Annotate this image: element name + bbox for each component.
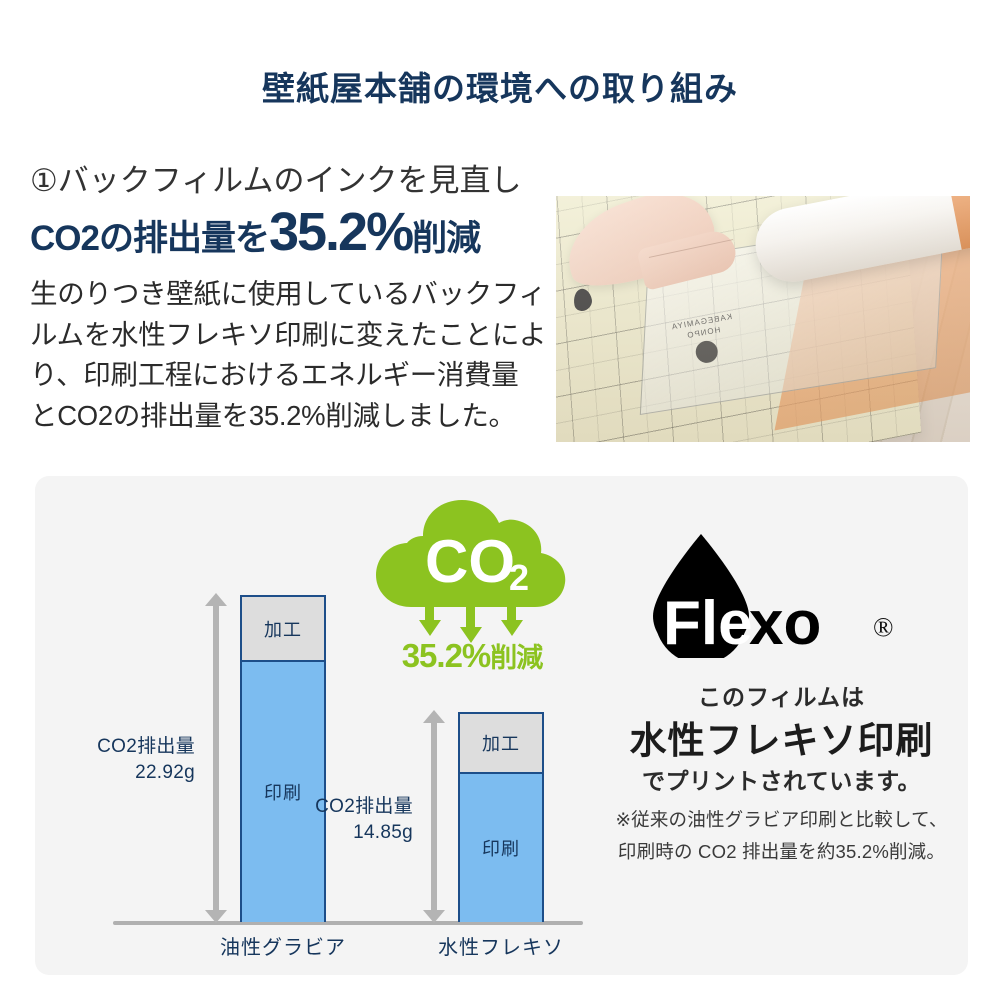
arrow-head-up-icon [423,710,445,723]
svg-text:2: 2 [509,557,529,598]
measure-label-gravure-name: CO2排出量 [97,736,195,757]
measure-arrow-gravure [205,593,227,923]
photo-light-overlay [556,196,970,442]
body-line-3: り、印刷工程におけるエネルギー消費量 [30,359,519,391]
measure-label-flexo-name: CO2排出量 [315,796,413,817]
registered-trademark-icon: ® [873,612,894,642]
x-axis-label-gravure: 油性グラビア [220,937,346,959]
cloud-down-arrows-icon [419,606,523,643]
co2-reduction-badge: CO 2 35.2%削減 [367,494,577,689]
measure-label-flexo: CO2排出量 14.85g [273,794,413,845]
body-line-1: 生のりつき壁紙に使用しているバックフィ [30,278,546,309]
reduction-percent-value: 35.2% [401,637,492,674]
measure-label-flexo-value: 14.85g [353,821,413,843]
co2-cloud-icon: CO 2 [376,500,566,643]
body-line-2: ルムを水性フレキソ印刷に変えたことによ [30,318,547,350]
bar-segment-processing: 加工 [242,597,324,662]
svg-text:xo: xo [749,589,821,658]
section-lead: ①バックフィルムのインクを見直し [30,163,522,198]
x-axis-label-flexo: 水性フレキソ [438,937,564,959]
headline-value: 35.2% [268,202,414,262]
co2-bar-chart: CO2排出量 22.92g 加工 印刷 CO2排出量 14.85g 加工 [35,476,595,975]
reduction-percent-suffix: 削減 [490,643,543,673]
bar-water-flexo: 加工 印刷 [458,712,544,922]
flexo-note-line1: ※従来の油性グラビア印刷と比較して、 [615,809,948,830]
arrow-shaft [213,603,219,913]
headline: CO2の排出量を35.2%削減 [30,205,550,259]
arrow-shaft [431,720,437,913]
measure-arrow-flexo [423,710,445,923]
flexo-droplet-logo-icon: Fle xo [653,534,821,658]
flexo-caption-line3: でプリントされています。 [641,768,921,794]
arrow-head-up-icon [205,593,227,606]
wallpaper-film-photo: KABEGAMIYA HONPO [556,196,970,442]
bar-segment-printing: 印刷 [460,774,542,922]
measure-label-gravure-value: 22.92g [135,761,195,783]
flexo-note-line2: 印刷時の CO2 排出量を約35.2%削減。 [617,841,946,862]
bar-segment-processing: 加工 [460,714,542,774]
measure-label-gravure: CO2排出量 22.92g [55,734,195,785]
comparison-panel: CO2排出量 22.92g 加工 印刷 CO2排出量 14.85g 加工 [35,476,968,975]
body-copy: 生のりつき壁紙に使用しているバックフィ ルムを水性フレキソ印刷に変えたことによ … [30,274,550,437]
headline-prefix: CO2の排出量を [30,219,270,258]
chart-baseline [113,921,583,925]
body-line-4: とCO2の排出量を35.2%削減しました。 [30,400,516,432]
reduction-percent-label: 35.2%削減 [367,636,577,675]
svg-text:Fle: Fle [663,589,753,658]
page-title: 壁紙屋本舗の環境への取り組み [262,70,738,107]
flexo-caption-line2: 水性フレキソ印刷 [629,720,934,761]
bar-segment-printing: 印刷 [242,662,324,922]
flexo-block: Fle xo ® このフィルムは 水性フレキソ印刷 でプリントされています。 ※… [595,476,968,975]
arrow-head-down-icon [205,910,227,923]
headline-suffix: 削減 [412,219,481,258]
bar-oil-gravure: 加工 印刷 [240,595,326,922]
flexo-caption-line1: このフィルムは [697,684,866,710]
svg-text:CO: CO [425,528,515,595]
arrow-head-down-icon [423,910,445,923]
